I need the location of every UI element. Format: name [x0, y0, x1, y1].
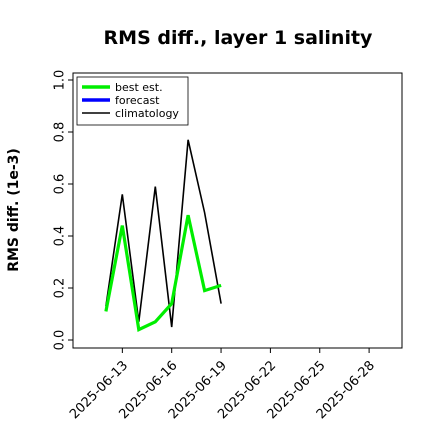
y-tick-label: 0.0	[53, 330, 68, 351]
series-line-climatology	[105, 139, 222, 328]
legend-label: forecast	[115, 94, 160, 107]
legend-label: best est.	[115, 81, 163, 94]
chart-title: RMS diff., layer 1 salinity	[104, 27, 374, 49]
series-line-best-est	[104, 214, 222, 332]
y-tick-label: 0.6	[53, 174, 68, 195]
y-tick-label: 0.2	[53, 278, 68, 299]
y-axis-label: RMS diff. (1e-3)	[6, 148, 22, 272]
plot-frame	[72, 72, 403, 349]
legend-label: climatology	[115, 107, 179, 120]
y-tick-label: 0.8	[53, 122, 68, 143]
y-tick-label: 0.4	[53, 226, 68, 247]
y-tick-label: 1.0	[53, 70, 68, 91]
